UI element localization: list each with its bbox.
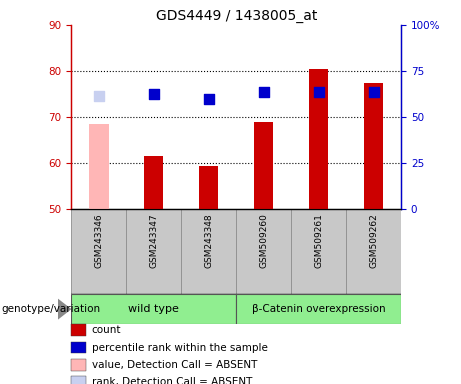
Bar xyxy=(199,166,219,209)
Bar xyxy=(346,209,401,294)
Bar xyxy=(181,209,236,294)
Text: value, Detection Call = ABSENT: value, Detection Call = ABSENT xyxy=(92,360,257,370)
Text: genotype/variation: genotype/variation xyxy=(1,304,100,314)
Text: GSM509260: GSM509260 xyxy=(259,214,268,268)
Polygon shape xyxy=(58,298,71,320)
Text: count: count xyxy=(92,325,121,335)
Bar xyxy=(89,124,108,209)
Title: GDS4449 / 1438005_at: GDS4449 / 1438005_at xyxy=(155,8,317,23)
Point xyxy=(205,96,213,102)
Bar xyxy=(126,209,181,294)
Bar xyxy=(236,209,291,294)
Text: β-Catenin overexpression: β-Catenin overexpression xyxy=(252,304,385,314)
Text: GSM509261: GSM509261 xyxy=(314,214,323,268)
Bar xyxy=(254,122,273,209)
Point xyxy=(370,89,377,95)
Bar xyxy=(236,294,401,324)
Text: GSM243346: GSM243346 xyxy=(95,214,103,268)
Point xyxy=(150,91,158,97)
Point xyxy=(95,93,103,99)
Bar xyxy=(71,209,126,294)
Text: wild type: wild type xyxy=(129,304,179,314)
Text: GSM509262: GSM509262 xyxy=(369,214,378,268)
Point xyxy=(260,89,267,95)
Bar xyxy=(309,69,328,209)
Bar xyxy=(71,294,236,324)
Text: GSM243347: GSM243347 xyxy=(149,214,159,268)
Text: percentile rank within the sample: percentile rank within the sample xyxy=(92,343,268,353)
Text: GSM243348: GSM243348 xyxy=(204,214,213,268)
Bar xyxy=(144,156,164,209)
Point xyxy=(315,89,322,95)
Text: rank, Detection Call = ABSENT: rank, Detection Call = ABSENT xyxy=(92,377,252,384)
Bar xyxy=(291,209,346,294)
Bar xyxy=(364,83,383,209)
